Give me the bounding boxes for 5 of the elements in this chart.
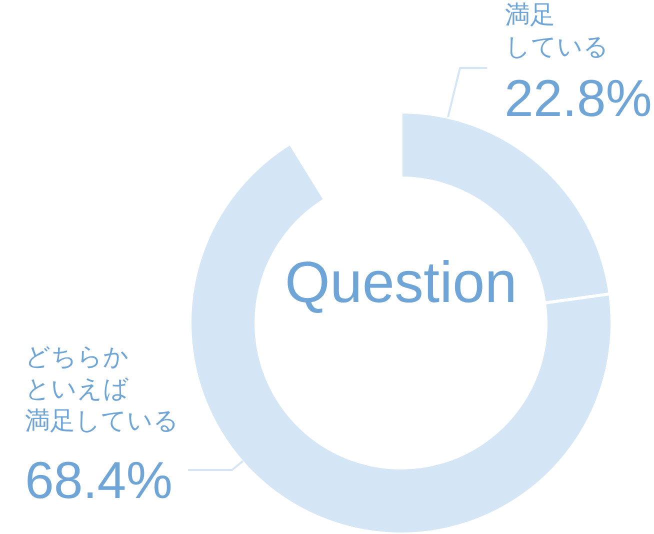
- text: Question: [284, 250, 518, 315]
- data-label: 68.4%: [25, 452, 172, 510]
- slice-label: 満足している: [505, 1, 609, 61]
- data-label: 22.8%: [504, 70, 652, 128]
- slice-label: どちらかといえば満足している: [25, 343, 179, 435]
